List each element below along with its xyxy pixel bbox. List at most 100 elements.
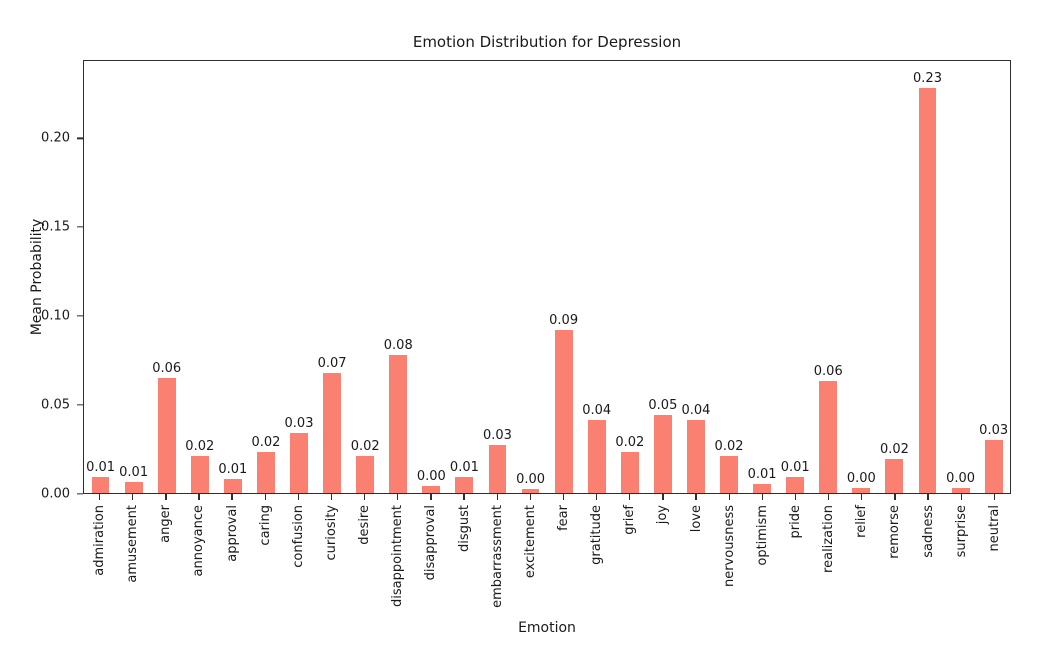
x-tick-slot-sadness: sadness <box>912 494 945 608</box>
x-tick-mark <box>993 494 996 500</box>
y-tick-mark <box>77 493 83 495</box>
bar-surprise <box>951 487 970 493</box>
x-tick-mark <box>364 494 366 500</box>
x-tick-mark <box>828 494 830 500</box>
bar-value-label: 0.23 <box>913 70 942 86</box>
bar-slot-caring: 0.02 <box>249 61 282 493</box>
y-tick-label: 0.10 <box>41 308 70 324</box>
bar-love <box>687 420 705 493</box>
x-tick-slot-love: love <box>680 494 713 608</box>
x-tick-mark <box>297 494 300 500</box>
bar-curiosity <box>323 372 342 493</box>
x-tick-mark <box>562 494 565 500</box>
bar-slot-realization: 0.06 <box>812 61 845 493</box>
bar-caring <box>257 452 275 493</box>
bar-value-label: 0.01 <box>747 467 777 483</box>
bar-admiration <box>91 477 110 493</box>
x-tick-slot-amusement: amusement <box>116 494 149 608</box>
bar-value-label: 0.02 <box>350 438 380 454</box>
x-tick-slot-curiosity: curiosity <box>315 494 348 608</box>
bar-value-label: 0.00 <box>846 470 876 486</box>
bar-value-label: 0.03 <box>284 415 314 431</box>
bar-slot-nervousness: 0.02 <box>712 61 745 493</box>
bar-confusion <box>290 432 308 493</box>
x-tick-slot-confusion: confusion <box>282 494 315 608</box>
bar-nervousness <box>720 455 738 493</box>
bar-neutral <box>984 439 1003 493</box>
bar-slot-anger: 0.06 <box>150 61 183 493</box>
bar-slot-optimism: 0.01 <box>746 61 779 493</box>
bar-fear <box>554 330 573 493</box>
x-tick-label-disgust: disgust <box>456 505 472 552</box>
bar-slot-confusion: 0.03 <box>282 61 315 493</box>
x-axis-label: Emotion <box>518 620 576 636</box>
x-tick-label-gratitude: gratitude <box>589 505 605 565</box>
bar-value-label: 0.00 <box>416 468 446 484</box>
bar-value-label: 0.03 <box>979 422 1009 438</box>
bar-value-label: 0.01 <box>780 460 810 476</box>
x-tick-label-grief: grief <box>622 505 638 535</box>
bar-slot-annoyance: 0.02 <box>183 61 216 493</box>
bar-slot-approval: 0.01 <box>216 61 249 493</box>
bar-value-label: 0.07 <box>317 355 347 371</box>
x-tick-mark <box>596 494 598 500</box>
bar-value-label: 0.08 <box>383 337 413 353</box>
x-tick-mark <box>794 494 797 500</box>
x-tick-label-admiration: admiration <box>92 505 108 576</box>
x-tick-label-pride: pride <box>788 505 804 539</box>
x-tick-slot-anger: anger <box>149 494 182 608</box>
x-tick-label-joy: joy <box>655 505 671 525</box>
x-tick-mark <box>98 494 101 500</box>
x-tick-slot-surprise: surprise <box>945 494 978 608</box>
bar-value-label: 0.02 <box>879 442 909 458</box>
x-tick-slot-caring: caring <box>249 494 282 608</box>
x-tick-slot-fear: fear <box>547 494 580 608</box>
bar-value-label: 0.06 <box>813 364 843 380</box>
bar-approval <box>223 478 242 493</box>
x-tick-slot-realization: realization <box>812 494 845 608</box>
x-tick-label-disapproval: disapproval <box>423 505 439 581</box>
bar-slot-relief: 0.00 <box>845 61 878 493</box>
x-tick-slot-approval: approval <box>216 494 249 608</box>
x-tick-mark <box>231 494 233 500</box>
x-tick-label-relief: relief <box>854 505 870 538</box>
bar-slot-embarrassment: 0.03 <box>481 61 514 493</box>
x-tick-label-optimism: optimism <box>754 505 770 566</box>
bar-value-label: 0.05 <box>648 398 678 414</box>
x-tick-mark <box>629 494 631 500</box>
y-tick-mark <box>77 315 83 317</box>
x-tick-mark <box>728 494 730 500</box>
bar-slot-love: 0.04 <box>679 61 712 493</box>
bar-remorse <box>885 459 904 493</box>
x-tick-mark <box>761 494 764 500</box>
plot-area: 0.01 0.01 0.06 0.02 0.01 0.02 0.03 0.07 0.02 0.08… <box>83 60 1011 494</box>
bar-annoyance <box>190 455 209 493</box>
bar-optimism <box>753 484 772 493</box>
y-tick-mark <box>77 226 83 228</box>
x-tick-slot-optimism: optimism <box>746 494 779 608</box>
x-tick-slot-desire: desire <box>348 494 381 608</box>
bar-amusement <box>124 481 143 493</box>
y-tick-label: 0.20 <box>41 130 70 146</box>
x-tick-slot-remorse: remorse <box>878 494 911 608</box>
bar-value-label: 0.02 <box>251 435 281 451</box>
x-tick-label-caring: caring <box>257 505 273 546</box>
x-tick-mark <box>662 494 664 500</box>
bar-slot-disappointment: 0.08 <box>382 61 415 493</box>
x-tick-label-surprise: surprise <box>953 505 969 558</box>
x-tick-mark <box>330 494 333 500</box>
bar-joy <box>653 415 672 493</box>
bar-slot-joy: 0.05 <box>646 61 679 493</box>
bar-slot-sadness: 0.23 <box>911 61 944 493</box>
x-tick-label-excitement: excitement <box>522 505 538 579</box>
x-tick-mark <box>894 494 896 500</box>
chart-title: Emotion Distribution for Depression <box>412 33 682 51</box>
x-tick-label-confusion: confusion <box>290 505 306 568</box>
bar-grief <box>620 452 639 493</box>
x-tick-slot-disappointment: disappointment <box>381 494 414 608</box>
x-tick-slot-gratitude: gratitude <box>580 494 613 608</box>
bar-slot-curiosity: 0.07 <box>316 61 349 493</box>
x-tick-label-approval: approval <box>224 505 240 562</box>
bar-slot-disapproval: 0.00 <box>415 61 448 493</box>
